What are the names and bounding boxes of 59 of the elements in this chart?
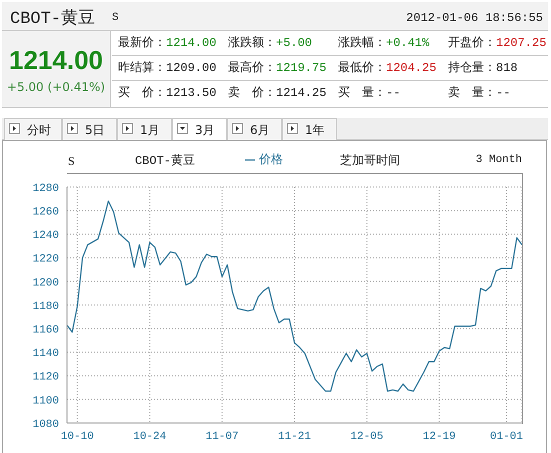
text: 芝加哥时间 xyxy=(339,152,401,169)
text: 1214.00 xyxy=(8,45,104,76)
text: 6月 xyxy=(250,122,270,139)
x-tick-label: 12-05 xyxy=(350,430,384,443)
text: 1209.00 xyxy=(166,61,216,75)
legend-label: 价格 xyxy=(259,152,283,166)
text: 卖 量： xyxy=(448,85,496,99)
y-tick-label: 1140 xyxy=(32,348,59,360)
text: 1219.75 xyxy=(276,61,326,75)
text: 2012-01-06 18:56:55 xyxy=(406,11,543,25)
x-tick-label: 12-19 xyxy=(422,430,456,443)
text: 买 量： xyxy=(338,85,386,99)
text: 1207.25 xyxy=(496,36,546,50)
text: +5.00 xyxy=(276,36,312,50)
y-tick-label: 1280 xyxy=(32,182,59,195)
y-tick-label: 1180 xyxy=(32,300,59,313)
x-tick-label: 11-07 xyxy=(206,430,239,443)
text: 1月 xyxy=(140,122,160,139)
text: 卖 价： xyxy=(228,85,276,99)
text: 1214.00 xyxy=(166,36,216,50)
text: 3 Month xyxy=(476,154,522,166)
text: 1年 xyxy=(305,122,325,139)
text: 分时 xyxy=(27,122,51,139)
text: 最低价： xyxy=(338,60,386,74)
text: S xyxy=(112,12,119,24)
text: 3月 xyxy=(195,122,215,139)
x-tick-label: 01-01 xyxy=(490,430,524,443)
text: 涨跌额： xyxy=(228,35,276,49)
text: S xyxy=(68,154,75,169)
text: -- xyxy=(496,86,510,100)
text: 5日 xyxy=(85,122,105,139)
y-tick-label: 1200 xyxy=(32,277,59,290)
text: 1204.25 xyxy=(386,61,436,75)
y-tick-label: 1160 xyxy=(32,324,59,337)
y-tick-label: 1220 xyxy=(32,254,59,266)
text: 昨结算： xyxy=(118,60,166,74)
text: -- xyxy=(386,86,400,100)
text: 买 价： xyxy=(118,85,166,99)
y-tick-label: 1120 xyxy=(32,372,59,384)
x-tick-label: 10-24 xyxy=(133,430,167,443)
text: 818 xyxy=(496,61,518,75)
x-tick-label: 10-10 xyxy=(60,430,94,443)
y-tick-label: 1260 xyxy=(32,206,59,219)
text: 最新价： xyxy=(118,35,166,49)
y-tick-label: 1240 xyxy=(32,230,59,242)
text: CBOT-黄豆 xyxy=(10,8,96,29)
y-tick-label: 1100 xyxy=(32,395,59,408)
x-tick-label: 11-21 xyxy=(278,430,312,443)
text: 涨跌幅： xyxy=(338,35,386,49)
text: 1214.25 xyxy=(276,86,326,100)
text: 开盘价： xyxy=(448,35,496,49)
y-tick-label: 1080 xyxy=(32,418,59,431)
text: 1213.50 xyxy=(166,86,216,100)
text: 最高价： xyxy=(228,60,276,74)
text: +5.00 (+0.41%) xyxy=(6,80,106,94)
text: +0.41% xyxy=(386,36,430,50)
line-series xyxy=(67,200,522,392)
text: 持仓量： xyxy=(448,60,496,74)
chart-title: CBOT-黄豆 xyxy=(134,153,196,169)
